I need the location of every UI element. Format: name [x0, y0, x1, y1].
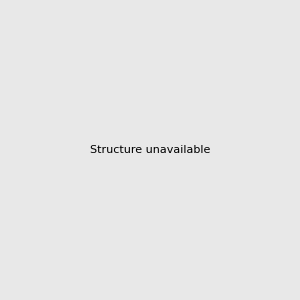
- Text: Structure unavailable: Structure unavailable: [90, 145, 210, 155]
